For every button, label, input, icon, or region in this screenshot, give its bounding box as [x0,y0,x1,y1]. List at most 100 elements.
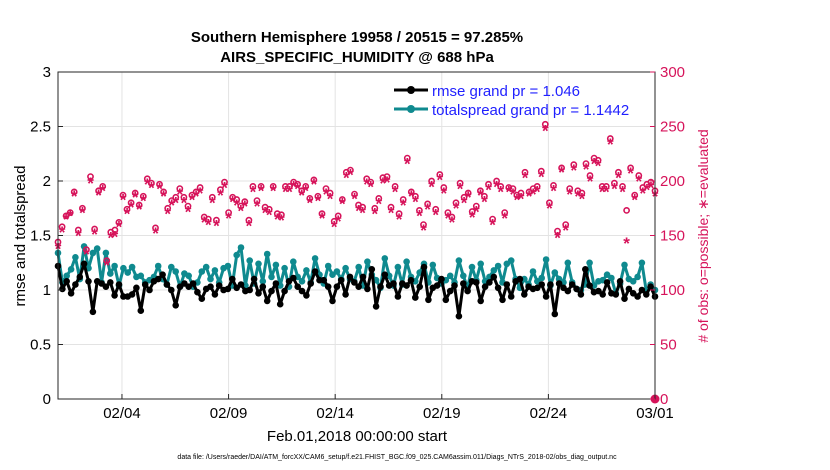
obs-possible-marker [432,205,440,213]
data-point [403,282,410,289]
obs-possible-marker [359,203,366,211]
data-point [355,263,363,271]
obs-possible-marker [623,206,630,214]
data-point [246,257,253,264]
data-point [351,279,358,286]
obs-evaluated-marker: * [193,187,200,206]
data-point [128,263,136,271]
obs-evaluated-marker: * [347,165,354,184]
chart-subtitle: AIRS_SPECIFIC_HUMIDITY @ 688 hPa [220,49,494,66]
obs-evaluated-marker: * [140,191,147,210]
obs-possible-marker [411,192,419,200]
legend-rmse-label: rmse grand pr = 1.046 [432,83,580,100]
data-point [542,293,550,300]
data-point [272,280,280,287]
obs-evaluated-marker: * [302,182,309,201]
data-point [111,262,118,270]
data-point [490,267,498,274]
obs-possible-marker [127,199,135,207]
data-point [250,275,258,283]
data-point [346,273,354,281]
data-point [263,250,271,258]
data-point [107,270,114,277]
data-point [85,278,92,285]
obs-evaluated-marker: * [615,169,622,188]
obs-possible-marker [602,182,610,190]
obs-evaluated-marker: * [497,183,504,202]
obs-possible-marker [245,216,253,224]
data-point [364,285,371,293]
data-point [263,297,271,305]
data-point [80,260,88,268]
data-point [634,273,641,281]
obs-evaluated-marker: * [619,183,626,202]
obs-possible-marker [550,181,557,189]
y-tick-label-left: 1 [43,282,51,299]
data-point [425,296,432,304]
y-axis-right: 0 50 100 150 200 250 300 [650,64,685,408]
obs-evaluated-marker: * [432,206,439,225]
obs-possible-marker [237,202,245,210]
obs-possible-marker [436,171,444,178]
obs-evaluated-marker: * [213,217,220,236]
obs-evaluated-marker: * [164,205,171,224]
obs-evaluated-marker: * [270,182,277,201]
obs-evaluated-marker: * [607,135,614,154]
data-point [246,286,253,294]
obs-evaluated-marker: * [457,179,464,198]
chart-title: Southern Hemisphere 19958 / 20515 = 97.2… [191,29,523,46]
obs-evaluated-marker: * [250,183,257,202]
data-point [364,258,371,266]
obs-possible-marker [468,208,476,215]
obs-possible-marker [221,178,228,186]
obs-evaluated-marker: * [185,202,192,221]
obs-evaluated-marker: * [566,185,573,204]
data-point [621,295,628,303]
data-point [290,258,297,266]
obs-evaluated-marker: * [583,160,590,179]
data-point [311,255,319,262]
data-point [185,272,192,280]
data-point [381,271,389,279]
obs-possible-marker [460,193,468,201]
data-point [107,279,114,286]
obs-evaluated-marker: * [351,189,358,208]
data-point [237,281,245,288]
y-axis-label-left: rmse and totalspread [12,166,29,307]
obs-possible-marker [606,135,614,142]
obs-possible-marker [334,212,342,220]
data-point [298,287,306,295]
obs-possible-marker [123,205,131,213]
obs-possible-marker [485,180,492,188]
obs-possible-marker [99,182,107,190]
obs-evaluated-marker: * [172,194,179,213]
obs-evaluated-marker: * [445,209,452,228]
obs-possible-marker [322,185,330,192]
data-point [72,281,79,288]
data-point [237,244,245,251]
data-point [442,296,450,304]
obs-possible-marker [619,182,626,190]
obs-possible-marker [464,189,472,197]
data-point [647,283,654,291]
obs-possible-marker [399,196,407,203]
obs-possible-marker [351,190,358,198]
obs-evaluated-marker: * [91,225,98,244]
obs-evaluated-marker: * [63,210,70,229]
obs-evaluated-marker: * [311,175,318,194]
data-point [67,266,75,273]
obs-evaluated-marker: * [631,190,638,209]
data-point [207,283,214,291]
obs-evaluated-marker: * [558,163,565,182]
data-point [294,283,302,291]
obs-possible-marker [615,168,622,176]
obs-evaluated-marker: * [229,193,236,212]
y-tick-label-left: 0 [43,391,51,408]
data-point [420,263,428,271]
obs-evaluated-marker: * [327,189,334,208]
y-tick-label-right: 150 [660,228,685,245]
data-point [311,268,319,275]
obs-evaluated-marker: * [534,183,541,202]
obs-possible-marker [627,164,634,172]
obs-evaluated-marker: * [221,178,228,197]
